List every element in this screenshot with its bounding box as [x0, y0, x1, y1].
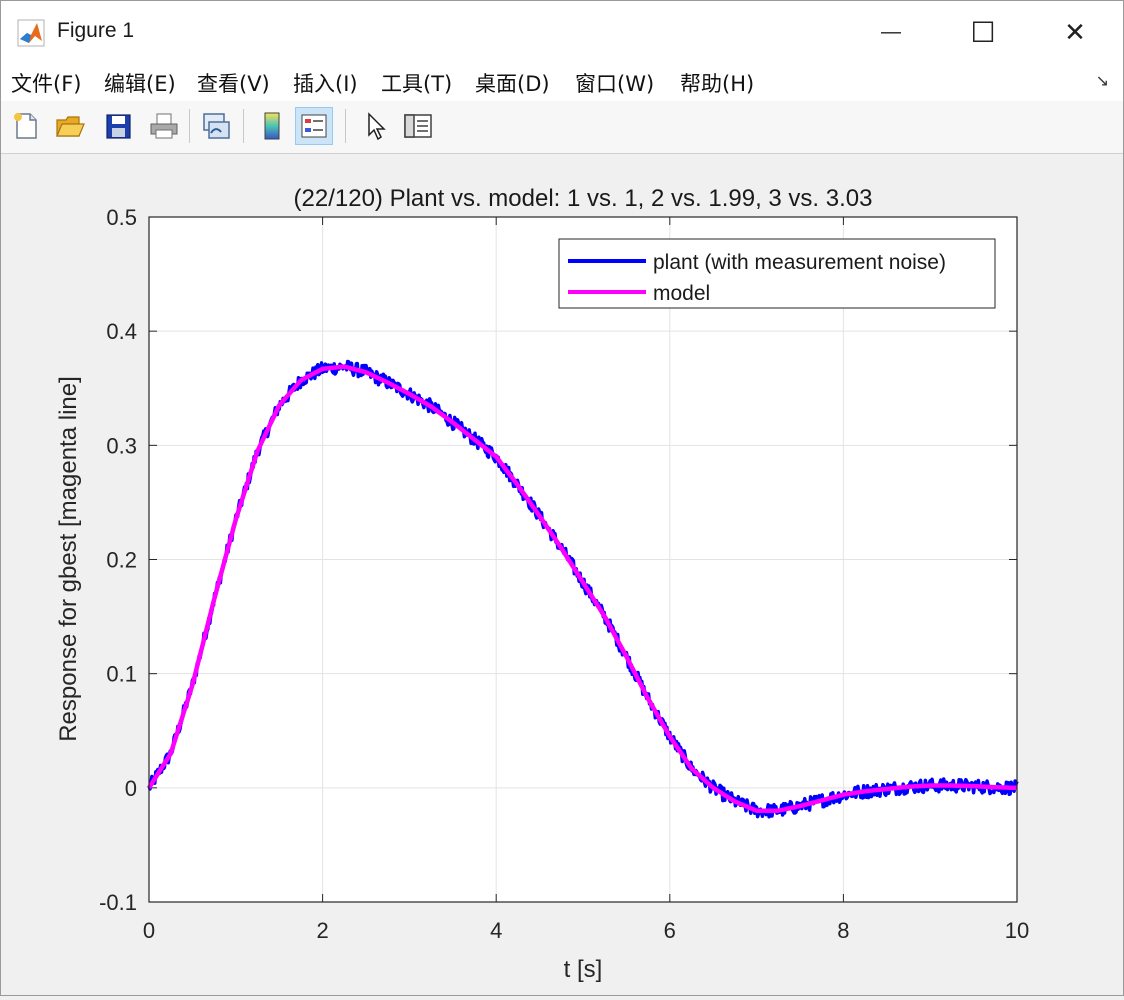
menu-tools[interactable]: 工具(T) [381, 72, 453, 96]
y-tick-label: 0 [125, 776, 137, 801]
toolbar-separator [189, 109, 190, 143]
legend-icon [301, 114, 327, 138]
legend[interactable]: plant (with measurement noise) model [558, 238, 996, 309]
pointer-icon [368, 112, 386, 141]
menu-edit[interactable]: 编辑(E) [104, 72, 176, 96]
x-tick-label: 0 [143, 918, 155, 943]
insert-legend-button[interactable] [295, 107, 333, 145]
y-tick-label: 0.3 [106, 433, 137, 458]
colorbar-icon [264, 112, 280, 140]
save-button[interactable] [99, 107, 137, 145]
figure-toolbar [1, 101, 1123, 154]
minimize-button[interactable]: — [845, 1, 937, 63]
y-tick-label: 0.2 [106, 548, 137, 573]
menu-file[interactable]: 文件(F) [11, 72, 82, 96]
y-tick-label: 0.1 [106, 662, 137, 687]
legend-label-plant: plant (with measurement noise) [653, 251, 946, 274]
close-button[interactable]: ✕ [1029, 1, 1121, 63]
x-tick-label: 4 [490, 918, 502, 943]
x-tick-label: 6 [664, 918, 676, 943]
insert-colorbar-button[interactable] [253, 107, 291, 145]
close-icon: ✕ [1064, 16, 1086, 47]
toolbar-separator [345, 109, 346, 143]
link-plot-button[interactable] [197, 107, 235, 145]
matlab-logo-icon [17, 19, 45, 47]
print-button[interactable] [145, 107, 183, 145]
axes-box [148, 216, 1018, 903]
menu-help[interactable]: 帮助(H) [680, 72, 755, 96]
print-icon [150, 113, 178, 139]
new-figure-button[interactable] [7, 107, 45, 145]
menu-insert[interactable]: 插入(I) [293, 72, 358, 96]
new-figure-icon [14, 113, 37, 139]
link-plot-icon [203, 113, 230, 139]
window-title: Figure 1 [57, 19, 135, 42]
menu-overflow-icon[interactable]: ↘ [1095, 73, 1109, 90]
menu-window[interactable]: 窗口(W) [575, 72, 655, 96]
legend-box [558, 238, 996, 309]
menu-bar: 文件(F) 编辑(E) 查看(V) 插入(I) 工具(T) 桌面(D) 窗口(W… [1, 63, 1123, 101]
maximize-icon: ☐ [970, 16, 996, 48]
x-tick-label: 10 [1005, 918, 1029, 943]
y-axis-label: Response for gbest [magenta line] [55, 376, 82, 742]
y-tick-label: 0.5 [106, 205, 137, 230]
maximize-button[interactable]: ☐ [937, 1, 1029, 63]
title-bar[interactable]: Figure 1 — ☐ ✕ [1, 1, 1123, 63]
toolbar-separator [243, 109, 244, 143]
x-tick-label: 2 [316, 918, 328, 943]
model-series-line [147, 364, 1018, 813]
save-icon [106, 114, 131, 139]
chart[interactable]: 0 2 4 6 8 10 -0.100.10.20.30.40.5 (22/120) Pl… [1, 154, 1123, 995]
chart-title: (22/120) Plant vs. model: 1 vs. 1, 2 vs.… [294, 185, 873, 212]
property-editor-icon [404, 114, 432, 138]
y-tick-label: 0.4 [106, 319, 137, 344]
x-axis-label: t [s] [564, 956, 603, 983]
x-axis-ticks: 0 2 4 6 8 10 [143, 217, 1029, 943]
x-tick-label: 8 [837, 918, 849, 943]
menu-view[interactable]: 查看(V) [197, 72, 270, 96]
edit-plot-button[interactable] [355, 107, 393, 145]
minimize-icon: — [881, 20, 901, 43]
series-lines [147, 359, 1019, 819]
figure-canvas: 0 2 4 6 8 10 -0.1 0 0.1 0.2 0.3 0.4 0.5 (22/120) Pl… [1, 154, 1123, 995]
open-icon [56, 116, 85, 137]
legend-label-model: model [653, 282, 710, 305]
open-file-button[interactable] [51, 107, 89, 145]
property-editor-button[interactable] [399, 107, 437, 145]
menu-desktop[interactable]: 桌面(D) [475, 72, 550, 96]
y-axis-ticks: -0.1 0 0.1 0.2 0.3 0.4 0.5 [99, 205, 1017, 915]
y-tick-label: -0.1 [99, 890, 137, 915]
